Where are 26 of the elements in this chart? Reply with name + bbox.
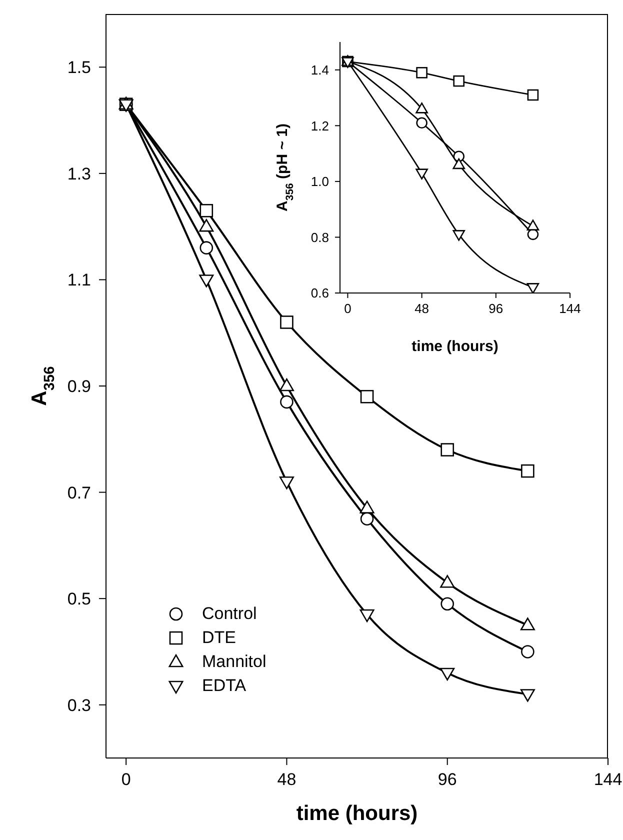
y-tick-label: 1.4 xyxy=(310,62,329,78)
legend-label: DTE xyxy=(202,628,236,648)
x-axis-title: time (hours) xyxy=(412,338,498,355)
y-tick-label: 0.8 xyxy=(310,230,329,245)
x-axis-title: time (hours) xyxy=(296,802,418,825)
legend-label: Mannitol xyxy=(202,652,266,672)
x-tick-label: 0 xyxy=(121,770,131,790)
y-tick-label: 1.0 xyxy=(310,174,329,190)
y-tick-label: 1.5 xyxy=(67,58,91,78)
x-tick-label: 48 xyxy=(277,770,296,790)
y-tick-label: 0.3 xyxy=(67,696,91,715)
y-tick-label: 0.7 xyxy=(67,483,91,502)
x-tick-label: 144 xyxy=(594,770,622,790)
y-tick-label: 0.5 xyxy=(67,590,91,609)
y-tick-label: 1.3 xyxy=(67,164,91,184)
x-tick-label: 96 xyxy=(488,301,504,316)
x-tick-label: 0 xyxy=(344,301,352,316)
y-tick-label: 0.9 xyxy=(67,377,91,396)
x-tick-label: 144 xyxy=(559,301,581,316)
x-tick-label: 96 xyxy=(438,770,457,790)
x-tick-label: 48 xyxy=(414,301,430,316)
y-tick-label: 1.1 xyxy=(67,270,91,290)
legend-label: EDTA xyxy=(202,676,246,696)
y-tick-label: 1.2 xyxy=(310,118,329,134)
legend-label: Control xyxy=(202,604,257,624)
y-tick-label: 0.6 xyxy=(310,286,329,301)
